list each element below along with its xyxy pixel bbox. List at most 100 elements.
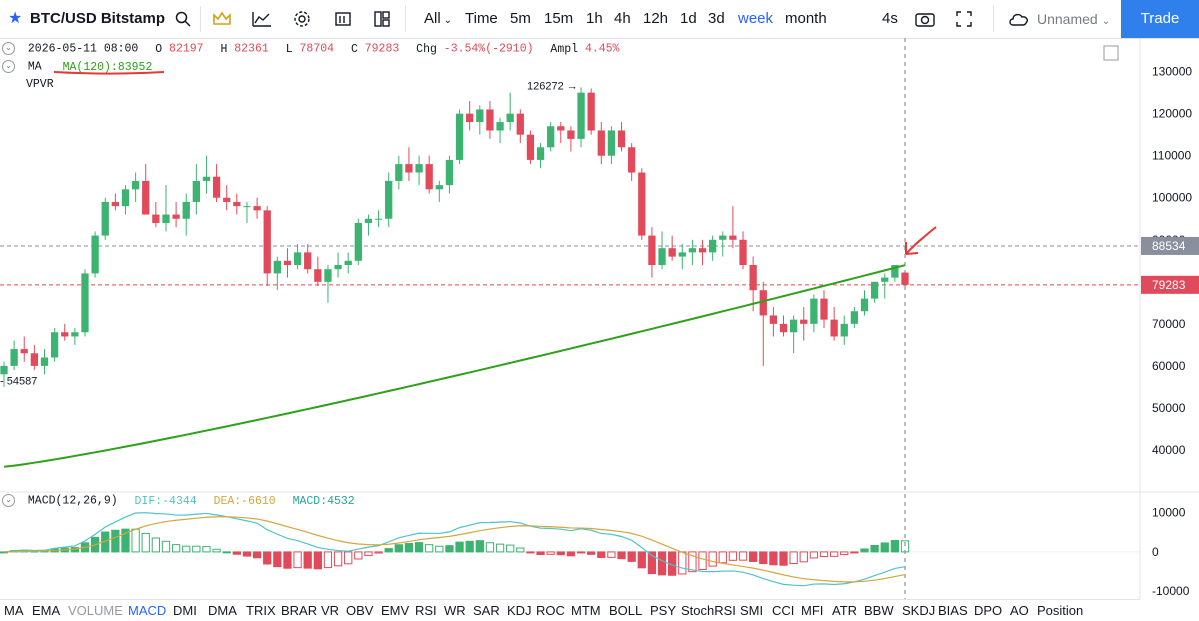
macd-tick-label: 0 [1152, 545, 1159, 559]
candle-body [253, 206, 261, 211]
macd-histogram-bar [799, 551, 808, 563]
symbol-title[interactable]: BTC/USD Bitstamp [30, 10, 166, 27]
indicator-tab-ma[interactable]: MA [4, 603, 24, 618]
candle-body [840, 323, 848, 337]
candle-body [820, 298, 828, 320]
cloud-icon[interactable] [1008, 0, 1030, 38]
all-dropdown[interactable]: All ⌄ [424, 0, 452, 38]
all-dropdown-label: All [424, 10, 441, 27]
macd-histogram-bar [536, 551, 545, 555]
fullscreen-icon[interactable] [955, 0, 973, 38]
candle-body [223, 197, 231, 202]
indicators-icon[interactable] [252, 0, 272, 38]
indicator-tab-trix[interactable]: TRIX [246, 603, 276, 618]
candle-body [101, 201, 109, 236]
indicator-tab-ao[interactable]: AO [1010, 603, 1029, 618]
collapse-icon[interactable]: ⌄ [2, 494, 15, 507]
indicator-tab-bar: MA EMA VOLUME MACD DMI DMA TRIX BRAR VR OBV EMV RSI… [0, 599, 1140, 621]
indicator-tab-boll[interactable]: BOLL [609, 603, 643, 618]
indicator-tab-psy[interactable]: PSY [650, 603, 677, 618]
layout-icon[interactable] [373, 0, 391, 38]
collapse-icon[interactable]: ⌄ [2, 42, 15, 55]
collapse-icon[interactable]: ⌄ [2, 60, 15, 73]
interval-month[interactable]: month [785, 10, 827, 27]
search-icon[interactable] [175, 0, 191, 38]
macd-histogram-bar [131, 528, 140, 553]
camera-icon[interactable] [915, 0, 935, 38]
candle-body [506, 113, 514, 123]
indicator-tab-roc[interactable]: ROC [536, 603, 565, 618]
indicator-tab-macd[interactable]: MACD [128, 603, 167, 618]
interval-1d[interactable]: 1d [680, 10, 697, 27]
macd-histogram-bar [657, 551, 667, 576]
legend-open: 82197 [169, 42, 204, 56]
favorite-star-icon[interactable]: ★ [8, 10, 23, 27]
macd-tick-label: 10000 [1152, 506, 1186, 520]
interval-time[interactable]: Time [465, 10, 498, 27]
legend-date: 2026-05-11 08:00 [27, 42, 139, 56]
trade-button[interactable]: Trade [1121, 0, 1199, 38]
indicator-tab-kdj[interactable]: KDJ [507, 603, 532, 618]
indicator-tab-mfi[interactable]: MFI [801, 603, 824, 618]
candle-body [719, 235, 727, 240]
indicator-tab-sar[interactable]: SAR [473, 603, 500, 618]
indicator-tab-rsi[interactable]: RSI [415, 603, 437, 618]
gear-icon[interactable] [293, 0, 311, 38]
interval-4h[interactable]: 4h [614, 10, 631, 27]
macd-histogram-bar [819, 551, 829, 557]
compare-icon[interactable] [334, 0, 352, 38]
indicator-tab-cci[interactable]: CCI [772, 603, 795, 618]
layout-name[interactable]: Unnamed ⌄ [1037, 0, 1110, 38]
indicator-tab-skdj[interactable]: SKDJ [902, 603, 936, 618]
candle-body [800, 319, 808, 324]
macd-histogram-bar [293, 551, 302, 569]
candle-body [121, 189, 130, 207]
candle-body [304, 252, 312, 270]
candle-body [233, 201, 241, 207]
refresh-rate[interactable]: 4s [882, 10, 898, 27]
candle-body [698, 248, 707, 253]
indicator-tab-emv[interactable]: EMV [381, 603, 410, 618]
macd-histogram-bar [759, 551, 768, 565]
indicator-tab-smi[interactable]: SMI [740, 603, 764, 618]
indicator-tab-brar[interactable]: BRAR [281, 603, 318, 618]
indicator-tab-dma[interactable]: DMA [208, 603, 237, 618]
indicator-tab-ema[interactable]: EMA [32, 603, 61, 618]
last-price-label: 79283 [1152, 278, 1186, 292]
interval-1h[interactable]: 1h [586, 10, 603, 27]
hand-drawn-underline [53, 71, 165, 75]
indicator-tab-vr[interactable]: VR [321, 603, 340, 618]
candle-body [395, 164, 403, 181]
macd-histogram-bar [333, 551, 343, 567]
indicator-tab-volume[interactable]: VOLUME [68, 603, 123, 618]
indicator-tab-mtm[interactable]: MTM [571, 603, 601, 618]
candle-body [212, 176, 221, 198]
candle-body [709, 239, 717, 253]
indicator-tab-dmi[interactable]: DMI [173, 603, 197, 618]
legend-ampl: 4.45% [584, 42, 620, 56]
indicator-tab-position[interactable]: Position [1037, 603, 1084, 618]
macd-legend: ⌄ MACD(12,26,9) DIF:-4344 DEA:-6610 MACD… [2, 494, 355, 508]
candle-body [587, 92, 595, 131]
indicator-tab-wr[interactable]: WR [444, 603, 466, 618]
indicator-tab-bbw[interactable]: BBW [864, 603, 894, 618]
interval-3d[interactable]: 3d [708, 10, 725, 27]
ma-legend: ⌄ MA MA(120):83952 [2, 60, 152, 74]
macd-histogram-bar [738, 551, 748, 561]
crown-icon[interactable] [212, 0, 232, 38]
indicator-tab-stochrsi[interactable]: StochRSI [681, 603, 736, 618]
indicator-tab-obv[interactable]: OBV [346, 603, 374, 618]
interval-5m[interactable]: 5m [510, 10, 531, 27]
chart-canvas[interactable]: 4000050000600007000080000900001000001100… [0, 38, 1199, 599]
indicator-tab-dpo[interactable]: DPO [974, 603, 1003, 618]
macd-histogram-bar [212, 548, 221, 553]
interval-12h[interactable]: 12h [643, 10, 669, 27]
macd-histogram-bar [303, 551, 312, 569]
candle-body [557, 126, 565, 131]
indicator-tab-bias[interactable]: BIAS [938, 603, 968, 618]
interval-15m[interactable]: 15m [544, 10, 574, 27]
candle-body [10, 349, 18, 366]
macd-histogram-bar [455, 541, 464, 553]
interval-week[interactable]: week [738, 10, 774, 27]
indicator-tab-atr[interactable]: ATR [832, 603, 858, 618]
